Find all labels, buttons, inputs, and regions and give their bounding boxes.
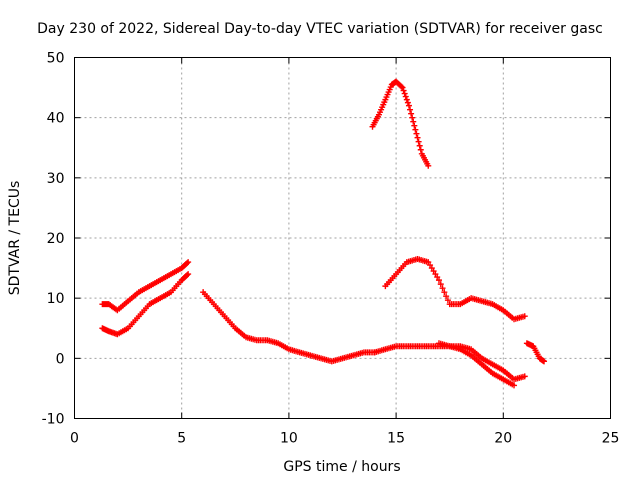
data-point (413, 131, 419, 137)
y-tick-label: 30 (47, 171, 65, 187)
data-point (405, 100, 411, 106)
y-tick-label: 20 (47, 231, 65, 247)
data-point (416, 139, 422, 145)
grid (75, 58, 611, 419)
data-point (404, 97, 410, 103)
series-hump (382, 256, 527, 322)
data-point (418, 147, 424, 153)
series-evening-tail (524, 340, 547, 364)
axes: 0 5 10 15 20 25 -10 0 10 20 30 40 50 (42, 51, 620, 447)
data-point (402, 91, 408, 97)
x-axis-label: GPS time / hours (283, 459, 400, 475)
series-peak-arc (370, 79, 432, 169)
y-tick-label: 0 (56, 351, 65, 367)
series-afternoon-lower (436, 340, 517, 388)
chart-title: Day 230 of 2022, Sidereal Day-to-day VTE… (37, 21, 603, 37)
y-tick-label: 50 (47, 51, 65, 67)
data-point (412, 127, 418, 133)
x-tick-label: 10 (280, 431, 298, 447)
data-point (406, 103, 412, 109)
data-point (411, 123, 417, 129)
data-point (417, 143, 423, 149)
y-tick-label: 40 (47, 111, 65, 127)
x-tick-label: 15 (387, 431, 405, 447)
data-point (407, 107, 413, 113)
x-tick-label: 20 (494, 431, 512, 447)
y-tick-label: -10 (42, 412, 65, 428)
y-tick-label: 10 (47, 291, 65, 307)
x-tick-label: 5 (177, 431, 186, 447)
data-marks (99, 79, 547, 389)
y-axis-label: SDTVAR / TECUs (7, 181, 23, 296)
series-low-band (99, 271, 191, 337)
data-point (410, 119, 416, 125)
data-point (409, 115, 415, 121)
data-point (403, 94, 409, 100)
x-tick-label: 0 (70, 431, 79, 447)
x-tick-label: 25 (602, 431, 620, 447)
data-point (408, 111, 414, 117)
data-point (415, 135, 421, 141)
chart: Day 230 of 2022, Sidereal Day-to-day VTE… (0, 0, 640, 480)
